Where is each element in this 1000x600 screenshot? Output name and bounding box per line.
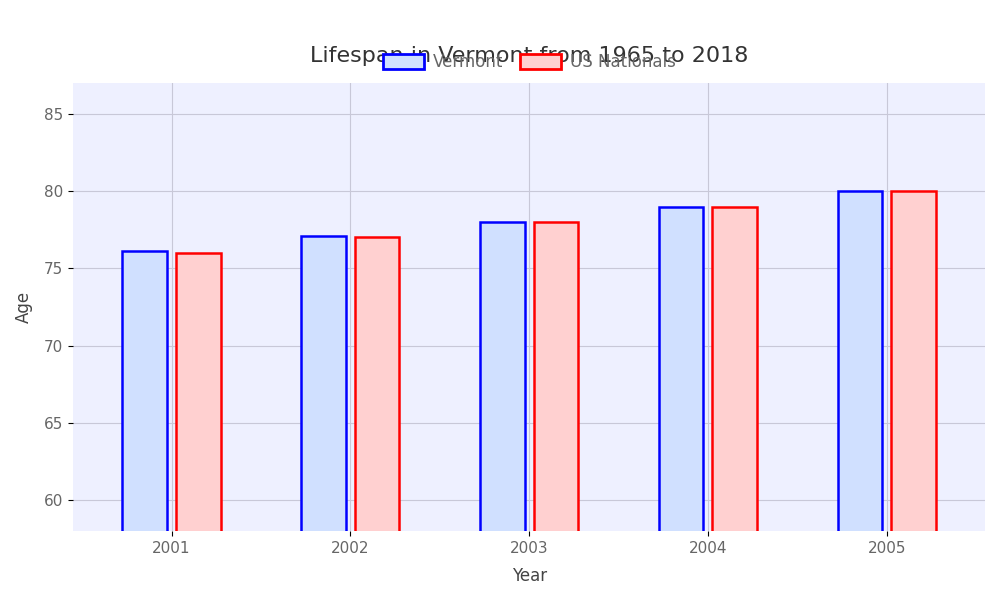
Bar <box>480 222 525 600</box>
Bar <box>534 222 578 600</box>
Title: Lifespan in Vermont from 1965 to 2018: Lifespan in Vermont from 1965 to 2018 <box>310 46 748 66</box>
Bar <box>176 253 221 600</box>
Bar <box>122 251 167 600</box>
Bar <box>355 238 399 600</box>
X-axis label: Year: Year <box>512 567 547 585</box>
Bar <box>838 191 882 600</box>
Y-axis label: Age: Age <box>15 291 33 323</box>
Legend: Vermont, US Nationals: Vermont, US Nationals <box>376 46 682 78</box>
Bar <box>712 206 757 600</box>
Bar <box>301 236 346 600</box>
Bar <box>659 206 703 600</box>
Bar <box>891 191 936 600</box>
